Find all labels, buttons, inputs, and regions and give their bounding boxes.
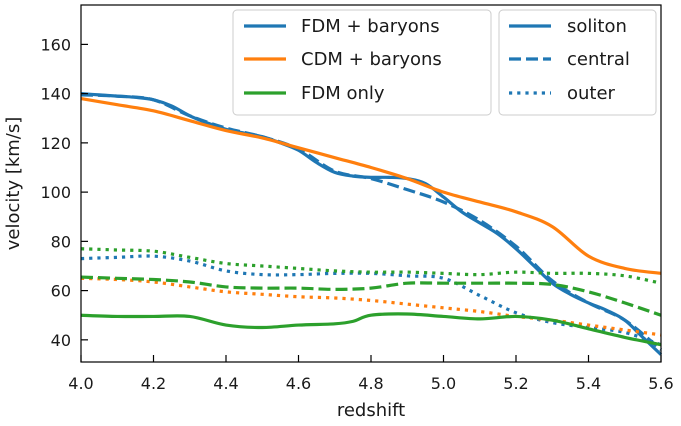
x-tick-label: 4.2 — [141, 374, 166, 393]
legend-models: FDM + baryons CDM + baryons FDM only — [232, 9, 492, 116]
x-tick-label: 4.0 — [68, 374, 93, 393]
legend-styles: soliton central outer — [498, 9, 657, 116]
y-axis: 40 60 80 100 120 140 160 — [40, 35, 88, 350]
series-line-fdm-only-outer — [80, 247, 662, 285]
legend-cdm-baryons-label: CDM + baryons — [301, 49, 442, 70]
series-layer — [80, 92, 663, 356]
series-line-cdm-baryons-soliton — [80, 96, 662, 275]
series-line-fdm-only-soliton — [80, 312, 662, 347]
series-line-fdm-baryons-outer — [80, 254, 662, 347]
x-axis-label: redshift — [337, 400, 405, 421]
y-axis-label: velocity [km/s] — [3, 117, 24, 251]
y-tick-label: 80 — [51, 232, 71, 251]
y-tick-label: 60 — [51, 282, 71, 301]
series-line-fdm-baryons-central — [80, 93, 663, 351]
legend-soliton-label: soliton — [567, 16, 627, 37]
series-line-fdm-only-central — [80, 275, 662, 317]
x-tick-label: 5.2 — [503, 374, 528, 393]
legend-fdm-baryons-label: FDM + baryons — [301, 16, 440, 37]
x-tick-label: 5.6 — [648, 374, 673, 393]
legend-models-frame — [232, 9, 492, 116]
x-tick-label: 5.0 — [431, 374, 456, 393]
legend-styles-frame — [498, 9, 657, 116]
y-tick-label: 40 — [51, 331, 71, 350]
x-tick-label: 4.4 — [213, 374, 238, 393]
legend-outer-label: outer — [567, 83, 616, 104]
x-tick-label: 4.6 — [286, 374, 311, 393]
y-tick-label: 100 — [40, 183, 71, 202]
x-tick-label: 5.4 — [576, 374, 601, 393]
y-tick-label: 140 — [40, 85, 71, 104]
x-axis: 4.0 4.2 4.4 4.6 4.8 5.0 5.2 5.4 5.6 — [68, 355, 674, 393]
x-tick-label: 4.8 — [358, 374, 383, 393]
y-tick-label: 120 — [40, 134, 71, 153]
legend-central-label: central — [567, 49, 630, 70]
y-tick-label: 160 — [40, 35, 71, 54]
legend-fdm-only-label: FDM only — [301, 83, 385, 104]
